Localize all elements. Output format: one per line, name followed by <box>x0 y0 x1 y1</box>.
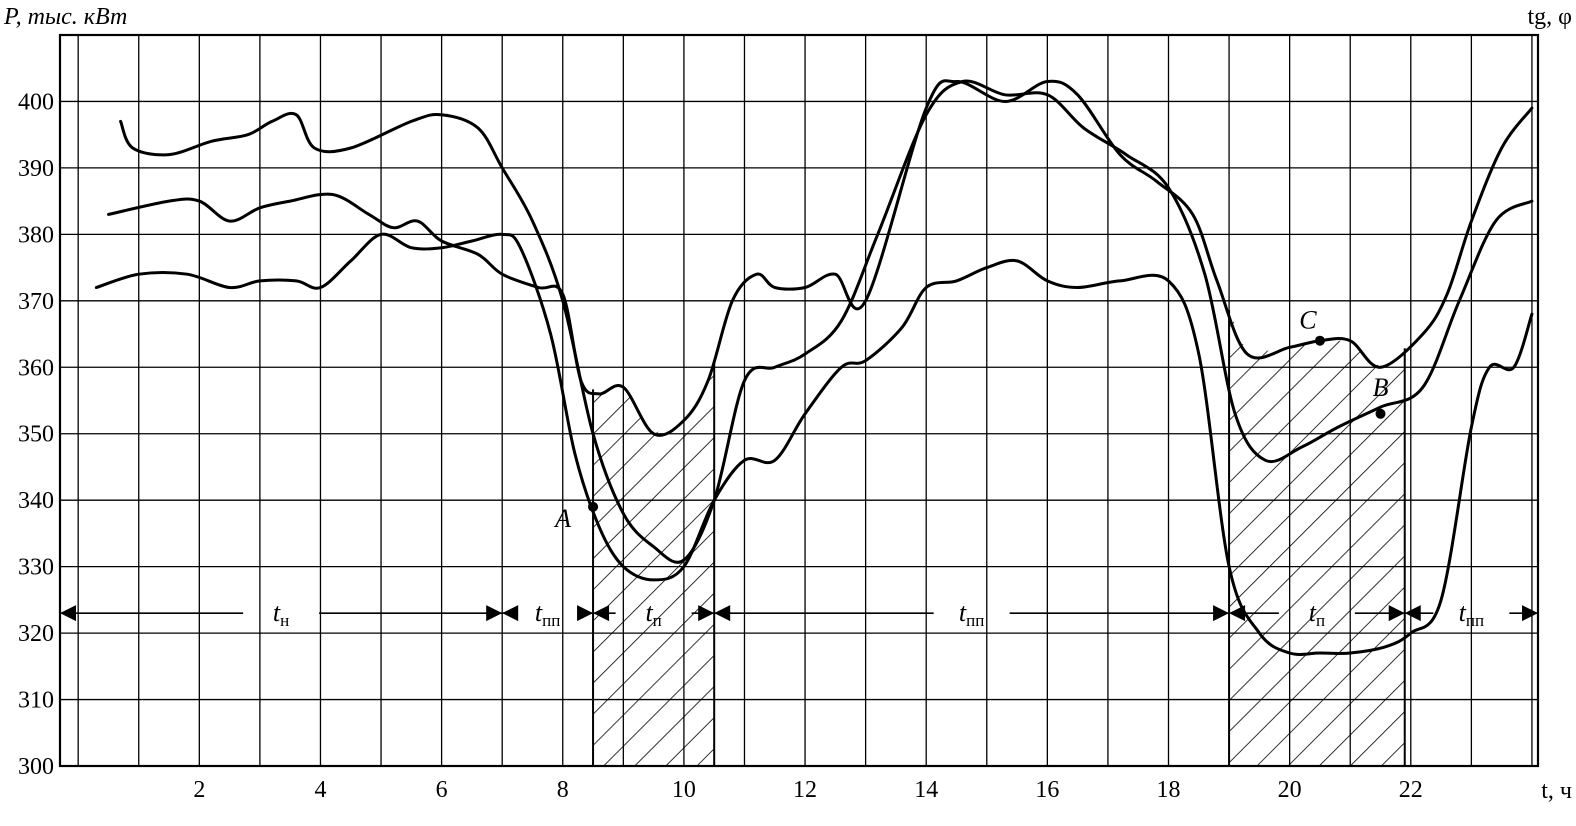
y-tick-label: 300 <box>18 754 54 780</box>
tick-labels: 2 4 6 8 10 12 14 16 18 20 22 300 310 320 330 340 350 360 3… <box>18 89 1423 803</box>
marked-points: A C B <box>553 306 1388 533</box>
x-tick-label: 22 <box>1399 777 1423 803</box>
period-label: tпп <box>535 598 560 630</box>
x-tick-label: 8 <box>557 777 569 803</box>
point-label-c: C <box>1299 306 1317 335</box>
y2-axis-label: tg, φ <box>1527 4 1572 30</box>
y-tick-label: 390 <box>18 156 54 182</box>
series-line-3 <box>94 232 1534 656</box>
x-tick-label: 18 <box>1157 777 1181 803</box>
period-label: tп <box>1309 598 1325 630</box>
series-line-1 <box>119 79 1534 564</box>
arrowhead <box>698 605 715 622</box>
arrowhead <box>577 605 594 622</box>
x-tick-label: 20 <box>1278 777 1302 803</box>
arrowhead <box>60 605 76 622</box>
y-tick-label: 320 <box>18 621 54 647</box>
y-tick-label: 360 <box>18 355 54 381</box>
y-tick-label: 330 <box>18 555 54 581</box>
y-tick-label: 370 <box>18 289 54 315</box>
arrowhead <box>1522 605 1538 622</box>
arrowhead <box>486 605 503 622</box>
x-tick-label: 16 <box>1035 777 1059 803</box>
x-axis-label: t, ч <box>1541 778 1572 804</box>
period-label: tпп <box>1459 598 1484 630</box>
period-label: tп <box>645 598 661 630</box>
y-tick-label: 350 <box>18 422 54 448</box>
period-label: tпп <box>959 598 984 630</box>
shaded-intervals <box>592 310 1406 766</box>
series-lines <box>94 79 1534 656</box>
arrowhead <box>502 605 519 622</box>
arrowhead <box>1388 605 1405 622</box>
shaded-interval <box>593 360 715 766</box>
arrowhead <box>1229 605 1246 622</box>
series-line-2 <box>107 79 1534 437</box>
y-tick-label: 380 <box>18 222 54 248</box>
y-tick-label: 400 <box>18 89 54 115</box>
x-tick-label: 6 <box>436 777 448 803</box>
point-label-b: B <box>1373 373 1389 402</box>
y-tick-label: 310 <box>18 688 54 714</box>
x-tick-label: 12 <box>793 777 817 803</box>
period-arrows: tн tпп tп tпп tп tпп <box>60 598 1538 630</box>
arrowhead <box>714 605 731 622</box>
y-axis-label: P, тыс. кВт <box>3 4 127 30</box>
point-marker-c <box>1314 335 1325 346</box>
y-tick-label: 340 <box>18 488 54 514</box>
x-tick-label: 2 <box>193 777 205 803</box>
arrowhead <box>1404 605 1421 622</box>
arrowhead <box>1213 605 1230 622</box>
x-tick-label: 14 <box>914 777 938 803</box>
x-tick-label: 10 <box>672 777 696 803</box>
x-tick-label: 4 <box>314 777 326 803</box>
period-label: tн <box>273 598 289 630</box>
arrowhead <box>593 605 610 622</box>
point-marker-a <box>588 501 599 512</box>
point-marker-b <box>1375 408 1386 419</box>
point-label-a: A <box>553 504 571 533</box>
